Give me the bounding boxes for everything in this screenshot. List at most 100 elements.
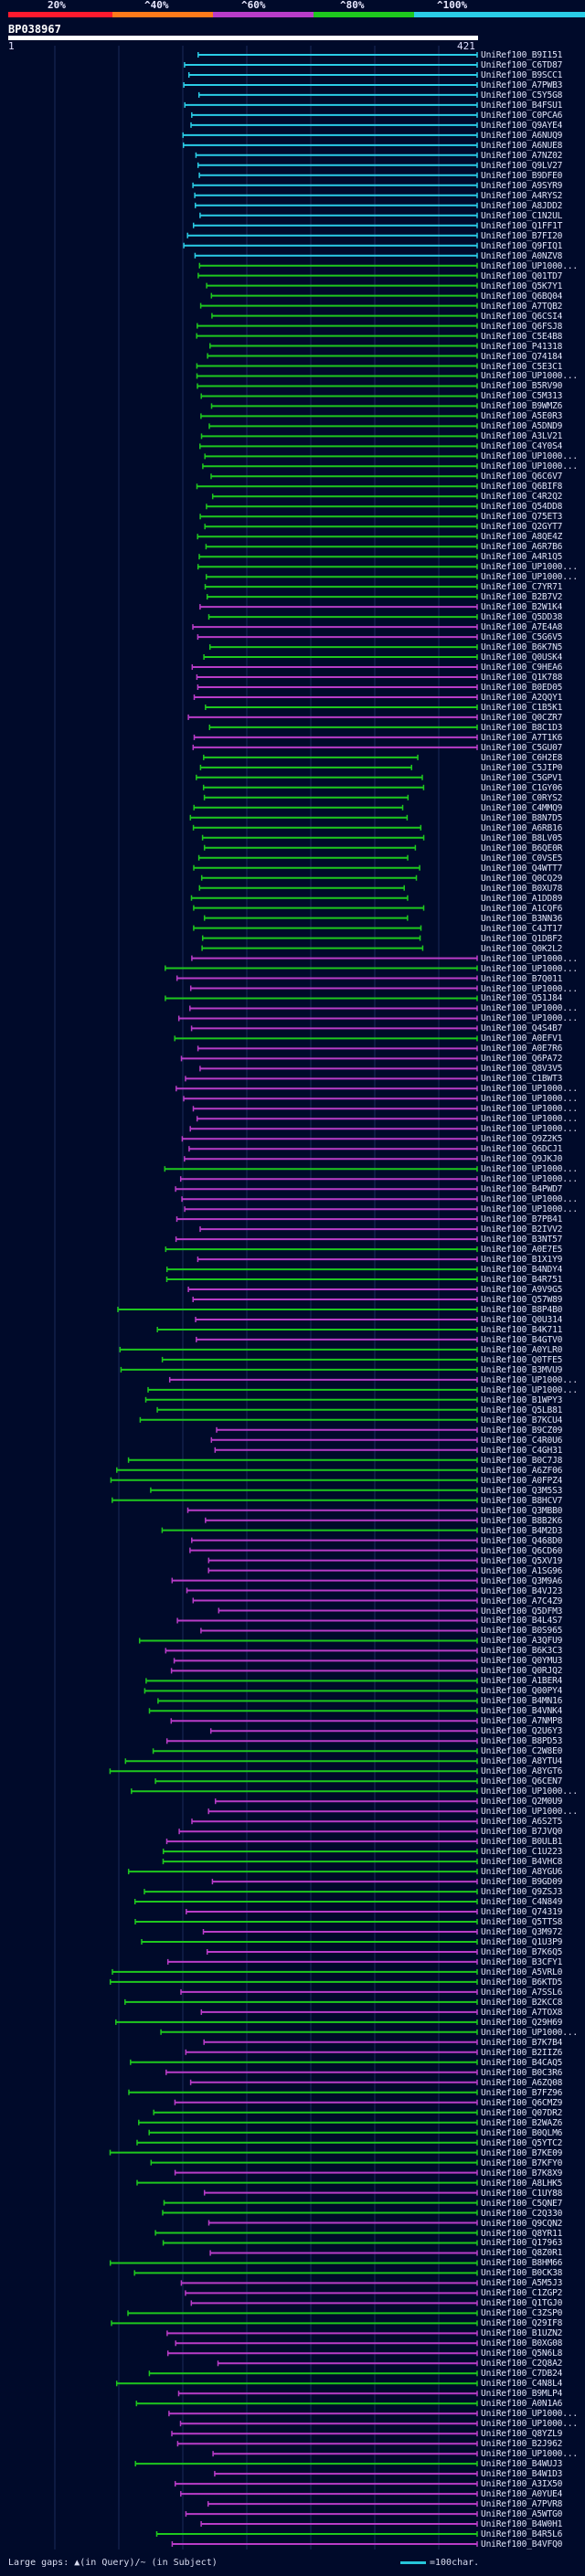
hit-label[interactable]: UniRef100_Q9JKJ0 [481,1154,563,1165]
hit-label[interactable]: UniRef100_Q5DD38 [481,612,563,623]
hit-label[interactable]: UniRef100_B1WPY3 [481,1394,563,1405]
hit-label[interactable]: UniRef100_B2W1K4 [481,602,563,613]
hit-label[interactable]: UniRef100_C5Y5G8 [481,90,563,101]
hit-label[interactable]: UniRef100_Q8Z0R1 [481,2248,563,2259]
hit-label[interactable]: UniRef100_C4GH31 [481,1445,563,1456]
hit-label[interactable]: UniRef100_A7PWB3 [481,80,563,90]
hit-label[interactable]: UniRef100_A2QQY1 [481,692,563,703]
hit-label[interactable]: UniRef100_A8YGU6 [481,1867,563,1878]
hit-label[interactable]: UniRef100_B7FZ96 [481,2087,563,2098]
hit-label[interactable]: UniRef100_B4FSU1 [481,100,563,111]
hit-label[interactable]: UniRef100_UP1000... [481,451,578,462]
hit-label[interactable]: UniRef100_C1GY06 [481,782,563,793]
hit-label[interactable]: UniRef100_UP1000... [481,1084,578,1095]
hit-label[interactable]: UniRef100_C4Y0S4 [481,441,563,452]
hit-label[interactable]: UniRef100_C7DB24 [481,2369,563,2380]
hit-label[interactable]: UniRef100_UP1000... [481,1807,578,1818]
hit-label[interactable]: UniRef100_B4MN16 [481,1696,563,1707]
hit-label[interactable]: UniRef100_A5E0R3 [481,411,563,422]
hit-label[interactable]: UniRef100_C4R0U6 [481,1435,563,1446]
hit-label[interactable]: UniRef100_C4R2Q2 [481,492,563,503]
hit-label[interactable]: UniRef100_Q6CD60 [481,1545,563,1556]
hit-label[interactable]: UniRef100_C6H2E8 [481,752,563,763]
hit-label[interactable]: UniRef100_Q5XV19 [481,1555,563,1566]
hit-label[interactable]: UniRef100_Q6PA72 [481,1054,563,1065]
hit-label[interactable]: UniRef100_B3MVU9 [481,1364,563,1375]
hit-label[interactable]: UniRef100_UP1000... [481,983,578,994]
hit-label[interactable]: UniRef100_A0YLR0 [481,1344,563,1355]
hit-label[interactable]: UniRef100_B4W0H1 [481,2519,563,2530]
hit-label[interactable]: UniRef100_A0E7E5 [481,1245,563,1256]
hit-label[interactable]: UniRef100_UP1000... [481,1174,578,1185]
hit-label[interactable]: UniRef100_C4MMQ9 [481,802,563,813]
hit-label[interactable]: UniRef100_B8P4B0 [481,1304,563,1315]
hit-label[interactable]: UniRef100_Q9CQN2 [481,2218,563,2229]
hit-label[interactable]: UniRef100_B0C3R6 [481,2067,563,2078]
hit-label[interactable]: UniRef100_C5M313 [481,391,563,402]
hit-label[interactable]: UniRef100_C1UY88 [481,2188,563,2199]
hit-label[interactable]: UniRef100_UP1000... [481,1194,578,1205]
hit-label[interactable]: UniRef100_B9MLP4 [481,2389,563,2400]
hit-label[interactable]: UniRef100_UP1000... [481,1374,578,1385]
hit-label[interactable]: UniRef100_Q0RJQ2 [481,1666,563,1677]
hit-label[interactable]: UniRef100_A1CQF6 [481,903,563,914]
hit-label[interactable]: UniRef100_Q2M0U9 [481,1797,563,1807]
hit-label[interactable]: UniRef100_B0C7J8 [481,1455,563,1466]
hit-label[interactable]: UniRef100_B4CAQ5 [481,2057,563,2068]
hit-label[interactable]: UniRef100_B8N7D5 [481,812,563,823]
hit-label[interactable]: UniRef100_C0VSE5 [481,853,563,864]
hit-label[interactable]: UniRef100_Q17963 [481,2238,563,2249]
hit-label[interactable]: UniRef100_UP1000... [481,562,578,573]
hit-label[interactable]: UniRef100_B4R5L6 [481,2529,563,2540]
hit-label[interactable]: UniRef100_B6K7N5 [481,642,563,653]
hit-label[interactable]: UniRef100_Q0YMU3 [481,1656,563,1667]
hit-label[interactable]: UniRef100_B0ULB1 [481,1837,563,1848]
hit-label[interactable]: UniRef100_Q6CMZ9 [481,2097,563,2108]
hit-label[interactable]: UniRef100_B4VNK4 [481,1706,563,1717]
hit-label[interactable]: UniRef100_Q4WTT7 [481,863,563,874]
hit-label[interactable]: UniRef100_B4VJ23 [481,1585,563,1596]
hit-label[interactable]: UniRef100_C6TD87 [481,59,563,70]
hit-label[interactable]: UniRef100_A1BER4 [481,1676,563,1687]
hit-label[interactable]: UniRef100_Q75ET3 [481,512,563,523]
hit-label[interactable]: UniRef100_Q6DCJ1 [481,1144,563,1155]
hit-label[interactable]: UniRef100_Q2U6Y3 [481,1726,563,1737]
hit-label[interactable]: UniRef100_Q07DR2 [481,2107,563,2118]
hit-label[interactable]: UniRef100_B4W1D3 [481,2469,563,2480]
hit-label[interactable]: UniRef100_UP1000... [481,1094,578,1105]
hit-label[interactable]: UniRef100_B7JVQ0 [481,1827,563,1838]
hit-label[interactable]: UniRef100_B7KCU4 [481,1415,563,1426]
hit-label[interactable]: UniRef100_Q0K2L2 [481,943,563,954]
hit-label[interactable]: UniRef100_C2Q330 [481,2208,563,2219]
hit-label[interactable]: UniRef100_A8LHK5 [481,2178,563,2189]
hit-label[interactable]: UniRef100_B4WUJ3 [481,2459,563,2470]
hit-label[interactable]: UniRef100_C2W8E0 [481,1746,563,1757]
hit-label[interactable]: UniRef100_C4N849 [481,1897,563,1908]
hit-label[interactable]: UniRef100_B4M2D3 [481,1525,563,1536]
hit-label[interactable]: UniRef100_UP1000... [481,1164,578,1175]
hit-label[interactable]: UniRef100_A1DD89 [481,893,563,904]
hit-label[interactable]: UniRef100_UP1000... [481,1204,578,1215]
hit-label[interactable]: UniRef100_Q6FSJ8 [481,321,563,332]
hit-label[interactable]: UniRef100_A6NUE8 [481,140,563,151]
hit-label[interactable]: UniRef100_B3NN36 [481,913,563,924]
hit-label[interactable]: UniRef100_B4NDY4 [481,1265,563,1276]
hit-label[interactable]: UniRef100_Q29IF8 [481,2318,563,2329]
hit-label[interactable]: UniRef100_A1SG96 [481,1565,563,1576]
hit-label[interactable]: UniRef100_C5E4B8 [481,331,563,342]
hit-label[interactable]: UniRef100_C2Q8A2 [481,2359,563,2369]
hit-label[interactable]: UniRef100_C3ZSP0 [481,2308,563,2319]
hit-label[interactable]: UniRef100_Q0USK4 [481,652,563,663]
hit-label[interactable]: UniRef100_A7TQB2 [481,301,563,312]
hit-label[interactable]: UniRef100_Q5YTC2 [481,2137,563,2148]
hit-label[interactable]: UniRef100_B8HCV7 [481,1495,563,1506]
hit-label[interactable]: UniRef100_B9CZ09 [481,1425,563,1436]
hit-label[interactable]: UniRef100_B9SCC1 [481,69,563,80]
hit-label[interactable]: UniRef100_C9HEA6 [481,663,563,673]
hit-label[interactable]: UniRef100_A0EFV1 [481,1034,563,1044]
hit-label[interactable]: UniRef100_A3IX50 [481,2479,563,2490]
hit-label[interactable]: UniRef100_C5GPV1 [481,772,563,783]
hit-label[interactable]: UniRef100_Q5N6L8 [481,2348,563,2359]
hit-label[interactable]: UniRef100_B7K8X9 [481,2168,563,2178]
hit-label[interactable]: UniRef100_C7YR71 [481,582,563,593]
